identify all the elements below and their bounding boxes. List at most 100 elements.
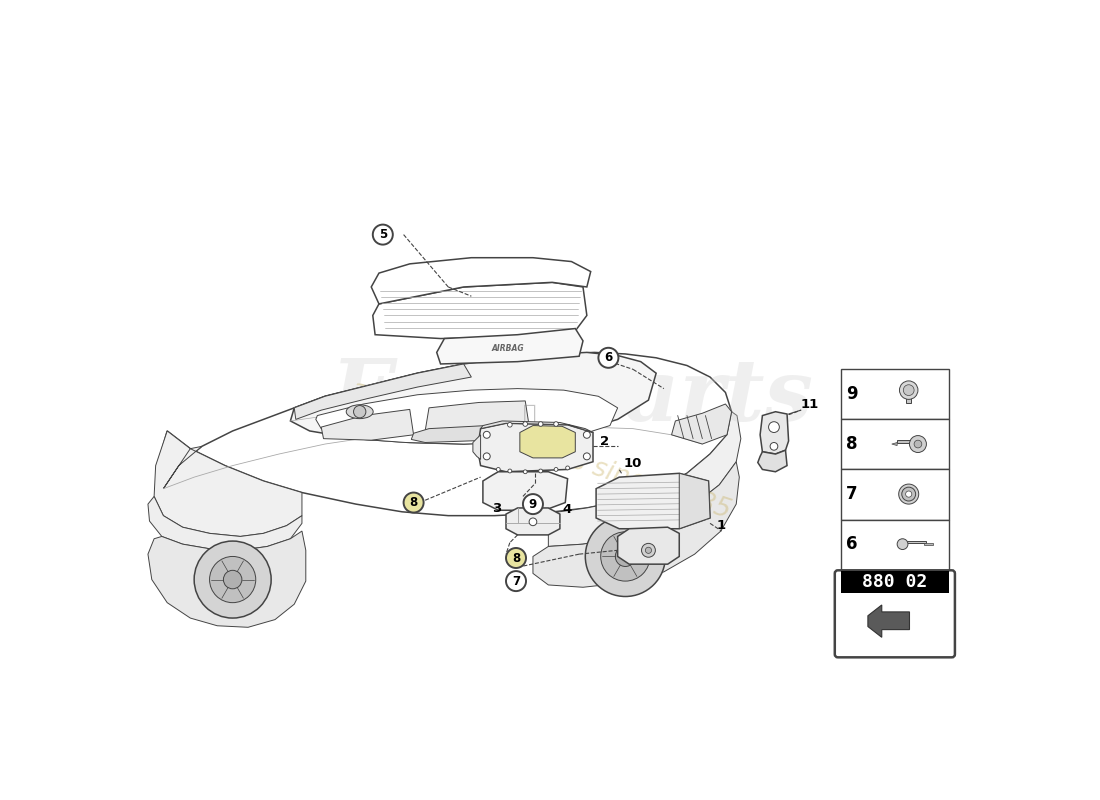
Circle shape <box>565 466 570 470</box>
Circle shape <box>194 541 271 618</box>
Circle shape <box>899 484 918 504</box>
Text: 4: 4 <box>562 503 572 516</box>
Circle shape <box>522 494 543 514</box>
Circle shape <box>508 469 512 473</box>
Polygon shape <box>157 353 732 516</box>
Circle shape <box>522 422 528 426</box>
Circle shape <box>524 470 527 474</box>
Polygon shape <box>473 435 481 459</box>
Bar <box>898 440 914 443</box>
Circle shape <box>529 518 537 526</box>
Polygon shape <box>680 474 711 529</box>
Text: 𝛬: 𝛬 <box>522 404 536 424</box>
Text: 8: 8 <box>846 435 858 453</box>
Text: 11: 11 <box>801 398 820 411</box>
Text: 5: 5 <box>378 228 387 241</box>
Text: 6: 6 <box>846 535 858 553</box>
Circle shape <box>506 548 526 568</box>
Polygon shape <box>760 412 789 454</box>
Polygon shape <box>295 364 472 419</box>
Polygon shape <box>892 442 898 446</box>
Polygon shape <box>506 508 560 535</box>
Circle shape <box>903 385 914 395</box>
Text: 1: 1 <box>716 518 725 532</box>
Circle shape <box>900 381 917 399</box>
Circle shape <box>914 440 922 448</box>
Bar <box>842 419 948 470</box>
Polygon shape <box>321 410 414 440</box>
Text: 6: 6 <box>604 351 613 364</box>
Circle shape <box>209 557 255 602</box>
Circle shape <box>507 422 513 427</box>
Circle shape <box>585 517 666 597</box>
Circle shape <box>404 493 424 513</box>
Bar <box>842 571 948 593</box>
Circle shape <box>506 571 526 591</box>
Circle shape <box>483 431 491 438</box>
Circle shape <box>905 491 912 497</box>
Circle shape <box>373 225 393 245</box>
Polygon shape <box>596 474 711 529</box>
Text: 8: 8 <box>512 551 520 565</box>
Polygon shape <box>520 426 575 458</box>
Polygon shape <box>548 412 741 546</box>
Polygon shape <box>483 472 568 510</box>
Circle shape <box>641 543 656 558</box>
Bar <box>842 519 948 570</box>
Circle shape <box>554 467 558 471</box>
Circle shape <box>770 442 778 450</box>
Polygon shape <box>481 421 593 433</box>
Text: 7: 7 <box>846 485 858 503</box>
Circle shape <box>601 532 650 581</box>
Text: 880 02: 880 02 <box>862 573 927 591</box>
Bar <box>906 393 911 403</box>
Polygon shape <box>437 329 583 364</box>
Polygon shape <box>868 605 910 638</box>
Text: 9: 9 <box>529 498 537 510</box>
Polygon shape <box>316 389 618 444</box>
Polygon shape <box>154 431 301 537</box>
Ellipse shape <box>346 405 373 418</box>
Polygon shape <box>411 423 541 442</box>
Polygon shape <box>534 462 739 587</box>
Circle shape <box>483 453 491 460</box>
Polygon shape <box>758 450 788 472</box>
Text: 10: 10 <box>624 457 642 470</box>
Circle shape <box>910 435 926 453</box>
Circle shape <box>583 453 591 460</box>
Bar <box>924 543 933 546</box>
Polygon shape <box>290 353 656 444</box>
Circle shape <box>902 487 915 501</box>
Polygon shape <box>618 527 680 564</box>
Bar <box>842 370 948 419</box>
Polygon shape <box>671 404 732 444</box>
Polygon shape <box>372 258 591 304</box>
Circle shape <box>496 467 500 471</box>
Circle shape <box>538 422 543 426</box>
Circle shape <box>353 406 366 418</box>
Circle shape <box>615 546 636 566</box>
Circle shape <box>898 538 907 550</box>
Circle shape <box>646 547 651 554</box>
Bar <box>905 541 926 543</box>
FancyBboxPatch shape <box>835 570 955 658</box>
Text: 3: 3 <box>492 502 502 515</box>
Text: EuroParts: EuroParts <box>330 354 813 438</box>
Polygon shape <box>147 496 301 550</box>
Text: AIRBAG: AIRBAG <box>492 344 525 353</box>
Circle shape <box>583 431 591 438</box>
Circle shape <box>553 422 559 426</box>
Text: 2: 2 <box>600 435 609 448</box>
Text: 7: 7 <box>512 574 520 587</box>
Circle shape <box>598 348 618 368</box>
Circle shape <box>539 469 542 473</box>
Polygon shape <box>425 401 529 431</box>
Circle shape <box>223 570 242 589</box>
Polygon shape <box>477 423 593 472</box>
Bar <box>842 470 948 519</box>
Polygon shape <box>147 531 306 627</box>
Text: a passion for parts since 1985: a passion for parts since 1985 <box>348 376 734 524</box>
Text: 9: 9 <box>846 385 858 403</box>
Circle shape <box>769 422 779 433</box>
Text: 8: 8 <box>409 496 418 509</box>
